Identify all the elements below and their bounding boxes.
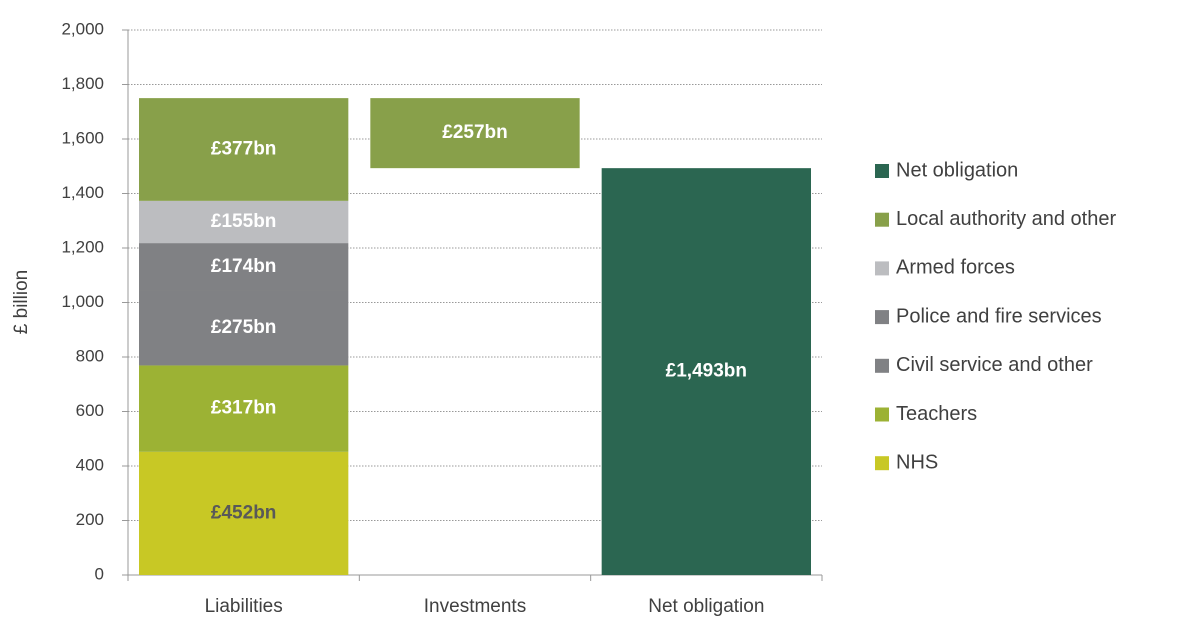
y-tick-label: 1,200 <box>61 237 104 256</box>
bar-segment <box>139 365 349 452</box>
bar-segment <box>139 200 349 244</box>
y-axis-label: £ billion <box>11 270 32 334</box>
legend-label: Teachers <box>896 403 977 425</box>
legend-swatch <box>875 164 889 178</box>
legend-label: Armed forces <box>896 257 1015 279</box>
legend-swatch <box>875 456 889 471</box>
bar-segment <box>139 290 349 366</box>
data-label: £257bn <box>442 122 507 143</box>
y-tick-label: 800 <box>76 346 104 365</box>
y-tick-label: 1,600 <box>61 128 104 147</box>
legend-label: NHS <box>896 451 938 473</box>
y-tick-label: 1,400 <box>61 183 104 202</box>
y-tick-label: 600 <box>76 401 104 420</box>
y-tick-label: 400 <box>76 455 104 474</box>
y-tick-label: 1,000 <box>61 292 104 311</box>
data-label: £275bn <box>211 317 276 338</box>
data-label: £155bn <box>211 211 276 232</box>
data-label: £377bn <box>211 139 276 160</box>
legend-swatch <box>875 212 889 227</box>
x-tick-label: Net obligation <box>648 596 764 617</box>
data-label: £174bn <box>211 256 276 277</box>
bar-segment <box>370 98 580 169</box>
bar-segment <box>139 98 349 201</box>
legend-swatch <box>875 310 889 325</box>
y-tick-label: 0 <box>95 564 104 583</box>
x-tick-label: Investments <box>424 596 526 617</box>
legend-label: Local authority and other <box>896 208 1116 230</box>
legend-swatch <box>875 407 889 422</box>
legend-swatch <box>875 261 889 276</box>
data-label: £452bn <box>211 502 276 523</box>
y-tick-label: 2,000 <box>61 19 104 38</box>
legend-label: Civil service and other <box>896 354 1093 376</box>
legend-label: Police and fire services <box>896 305 1102 327</box>
data-label: £1,493bn <box>666 361 747 382</box>
bar-segment <box>139 451 349 575</box>
data-label: £317bn <box>211 398 276 419</box>
x-tick-label: Liabilities <box>205 596 283 617</box>
bar-segment <box>601 168 811 575</box>
legend-label: Net obligation <box>896 159 1018 181</box>
y-tick-label: 200 <box>76 510 104 529</box>
y-tick-label: 1,800 <box>61 74 104 93</box>
bar-segment <box>139 243 349 291</box>
legend-swatch <box>875 358 889 373</box>
